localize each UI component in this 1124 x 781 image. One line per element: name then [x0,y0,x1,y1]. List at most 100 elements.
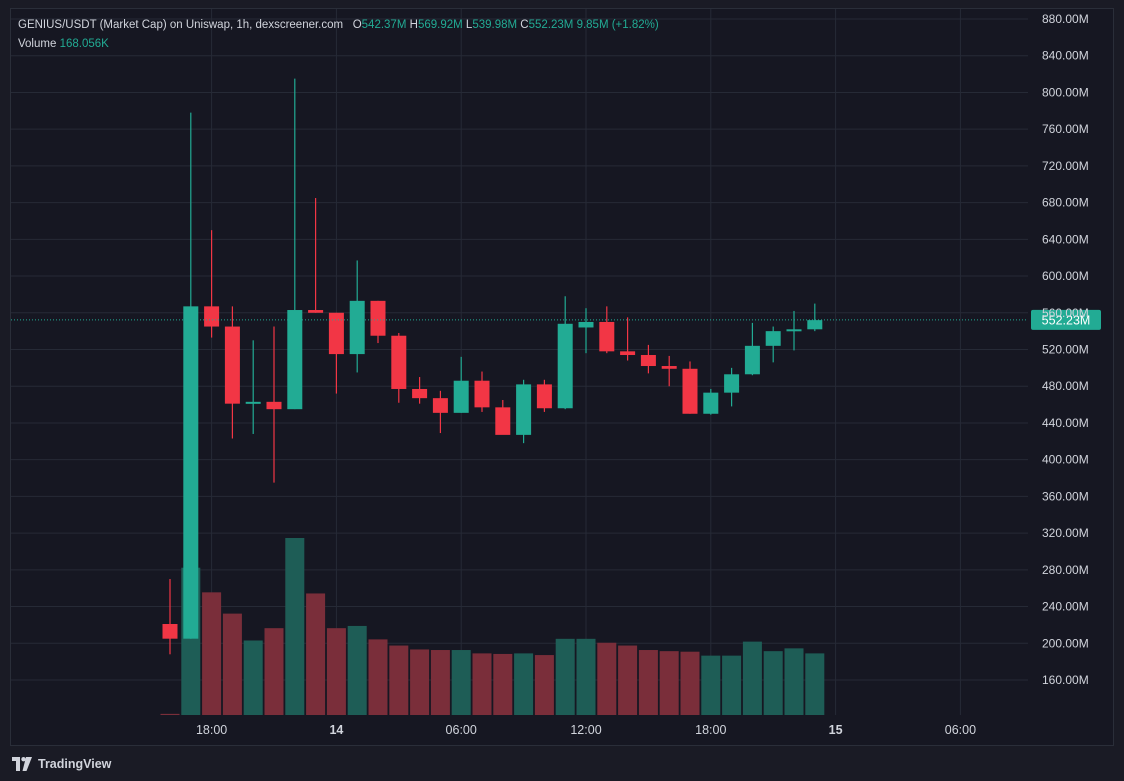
chart-legend: GENIUS/USDT (Market Cap) on Uniswap, 1h,… [18,16,659,54]
low-value: 539.98M [472,19,518,31]
y-tick-label: 640.00M [1042,232,1089,246]
volume-bar [701,655,721,715]
open-label: O [352,19,362,31]
candle-body [536,384,552,409]
volume-bar [618,645,638,715]
volume-bar [160,713,180,715]
high-value: 569.92M [417,19,463,31]
close-label: C [520,19,529,31]
y-tick-label: 480.00M [1042,379,1089,393]
candle-body [640,355,656,367]
volume-bar [514,653,534,715]
candle-body [183,306,199,639]
candle-body [703,392,719,414]
candle-body [328,312,344,355]
volume-bar [659,651,679,715]
candle-body [744,345,760,375]
volume-bar [347,625,367,715]
y-tick-label: 560.00M [1042,306,1089,320]
volume-bar [680,651,700,715]
y-tick-label: 280.00M [1042,563,1089,577]
x-tick-label: 06:00 [945,723,976,737]
candle-body [578,321,594,328]
volume-bar [326,628,346,715]
candle-body [724,374,740,393]
y-tick-label: 840.00M [1042,49,1089,63]
candle-body [287,310,303,410]
volume-bar [389,645,409,715]
high-label: H [409,19,418,31]
volume-bar [555,638,575,715]
y-tick-label: 600.00M [1042,269,1089,283]
volume-bar [430,650,450,715]
candle-body [807,320,823,330]
candle-body [495,407,511,435]
candle-body [682,368,698,414]
volume-bar [368,639,388,715]
volume-bar [805,653,825,715]
y-tick-label: 880.00M [1042,12,1089,26]
volume-bar [784,648,804,715]
volume-label: Volume [18,38,57,50]
volume-row: Volume 168.056K [18,35,659,54]
candle-body [620,351,636,356]
candle-body [516,384,532,435]
candle-body [661,366,677,369]
volume-bar [410,649,430,715]
last-price-badge [1031,309,1101,330]
tradingview-logo-icon[interactable] [12,757,32,771]
volume-bar [638,650,658,715]
volume-bar [222,613,242,715]
candle-body [453,380,469,413]
volume-bar [285,538,305,715]
candle-body [245,401,261,404]
volume-bar [763,651,783,715]
candle-body [349,300,365,355]
candle-body [432,398,448,413]
volume-bar [742,641,762,715]
y-tick-label: 360.00M [1042,489,1089,503]
y-tick-label: 200.00M [1042,636,1089,650]
volume-bar [534,655,554,715]
x-tick-label: 15 [829,723,843,737]
y-tick-label: 720.00M [1042,159,1089,173]
last-price-label: 552.23M [1042,313,1091,327]
candle-body [474,380,490,408]
volume-bar [722,655,742,715]
candle-body [557,323,573,409]
volume-bar [597,642,617,715]
candle-body [224,326,240,404]
volume-value: 168.056K [59,38,109,50]
low-label: L [465,19,473,31]
y-tick-label: 160.00M [1042,673,1089,687]
open-value: 542.37M [361,19,407,31]
candle-body [266,401,282,410]
footer: TradingView [12,752,111,776]
x-tick-label: 14 [329,723,343,737]
volume-bar [493,653,513,715]
y-tick-label: 400.00M [1042,453,1089,467]
y-tick-label: 440.00M [1042,416,1089,430]
volume-bar [576,638,596,715]
y-tick-label: 520.00M [1042,343,1089,357]
candle-body [786,329,802,332]
candle-body [599,321,615,352]
close-value: 552.23M [528,19,574,31]
candle-body [765,331,781,346]
y-tick-label: 800.00M [1042,85,1089,99]
volume-bar [306,593,326,715]
tradingview-brand[interactable]: TradingView [38,757,112,771]
y-tick-label: 240.00M [1042,600,1089,614]
symbol-title: GENIUS/USDT (Market Cap) on Uniswap, 1h,… [18,19,344,31]
change-value: 9.85M (+1.82%) [576,19,659,31]
candle-body [412,388,428,399]
volume-bar [451,650,471,715]
x-tick-label: 18:00 [196,723,227,737]
x-tick-label: 18:00 [695,723,726,737]
candle-body [204,306,220,327]
x-tick-label: 06:00 [446,723,477,737]
candle-body [162,623,178,639]
ohlc-row: GENIUS/USDT (Market Cap) on Uniswap, 1h,… [18,16,659,35]
